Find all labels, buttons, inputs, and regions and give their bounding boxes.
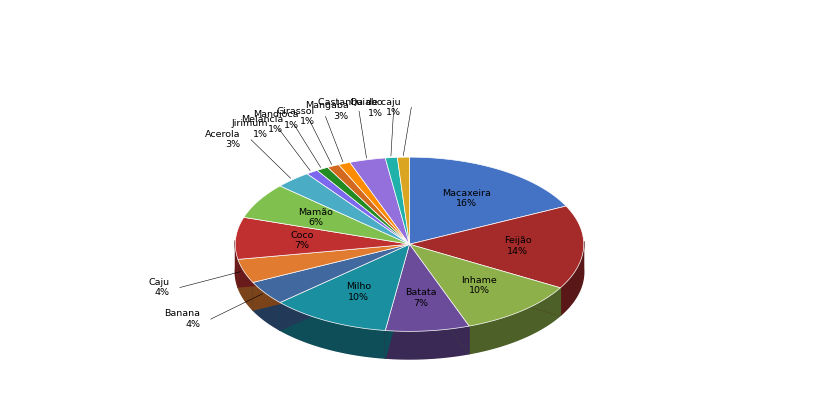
Text: Coco
7%: Coco 7%: [290, 231, 314, 250]
Ellipse shape: [235, 185, 584, 359]
Polygon shape: [238, 244, 410, 283]
Polygon shape: [410, 244, 560, 316]
Polygon shape: [238, 244, 410, 287]
Text: Banana
4%: Banana 4%: [164, 309, 200, 329]
Polygon shape: [338, 162, 410, 244]
Text: Mandioca
1%: Mandioca 1%: [253, 110, 299, 130]
Polygon shape: [280, 244, 410, 330]
Polygon shape: [560, 241, 584, 316]
Polygon shape: [253, 244, 410, 302]
Polygon shape: [235, 240, 238, 287]
Polygon shape: [328, 165, 410, 244]
Polygon shape: [244, 186, 410, 244]
Text: Feijão
14%: Feijão 14%: [504, 236, 532, 256]
Polygon shape: [238, 244, 410, 287]
Text: Milho
10%: Milho 10%: [346, 282, 371, 302]
Polygon shape: [385, 157, 410, 244]
Text: Mamão
6%: Mamão 6%: [298, 208, 333, 227]
Text: Girassol
1%: Girassol 1%: [277, 107, 314, 126]
Polygon shape: [410, 244, 469, 354]
Polygon shape: [253, 244, 410, 310]
Text: Jirimum
1%: Jirimum 1%: [232, 119, 269, 138]
Polygon shape: [410, 244, 560, 326]
Polygon shape: [253, 283, 280, 330]
Polygon shape: [469, 288, 560, 354]
Polygon shape: [280, 244, 410, 330]
Polygon shape: [280, 174, 410, 244]
Polygon shape: [280, 244, 410, 330]
Polygon shape: [235, 217, 410, 260]
Polygon shape: [410, 244, 469, 354]
Text: Inhame
10%: Inhame 10%: [461, 276, 497, 295]
Text: Quiabo
1%: Quiabo 1%: [350, 98, 383, 118]
Text: Castanha de caju
1%: Castanha de caju 1%: [318, 98, 400, 117]
Text: Caju
4%: Caju 4%: [148, 278, 170, 297]
Polygon shape: [253, 244, 410, 310]
Text: Acerola
3%: Acerola 3%: [205, 130, 241, 150]
Polygon shape: [385, 244, 410, 358]
Polygon shape: [385, 326, 469, 359]
Polygon shape: [397, 157, 410, 244]
Polygon shape: [307, 171, 410, 244]
Text: Macaxeira
16%: Macaxeira 16%: [442, 189, 491, 208]
Polygon shape: [410, 244, 560, 316]
Polygon shape: [280, 302, 385, 358]
Polygon shape: [350, 158, 410, 244]
Text: Batata
7%: Batata 7%: [405, 288, 437, 308]
Polygon shape: [385, 244, 410, 358]
Polygon shape: [385, 244, 469, 331]
Text: Melancia
1%: Melancia 1%: [241, 115, 283, 134]
Polygon shape: [410, 206, 584, 288]
Polygon shape: [410, 157, 566, 244]
Polygon shape: [238, 260, 253, 310]
Text: Mangaba
3%: Mangaba 3%: [305, 101, 348, 121]
Polygon shape: [317, 167, 410, 244]
